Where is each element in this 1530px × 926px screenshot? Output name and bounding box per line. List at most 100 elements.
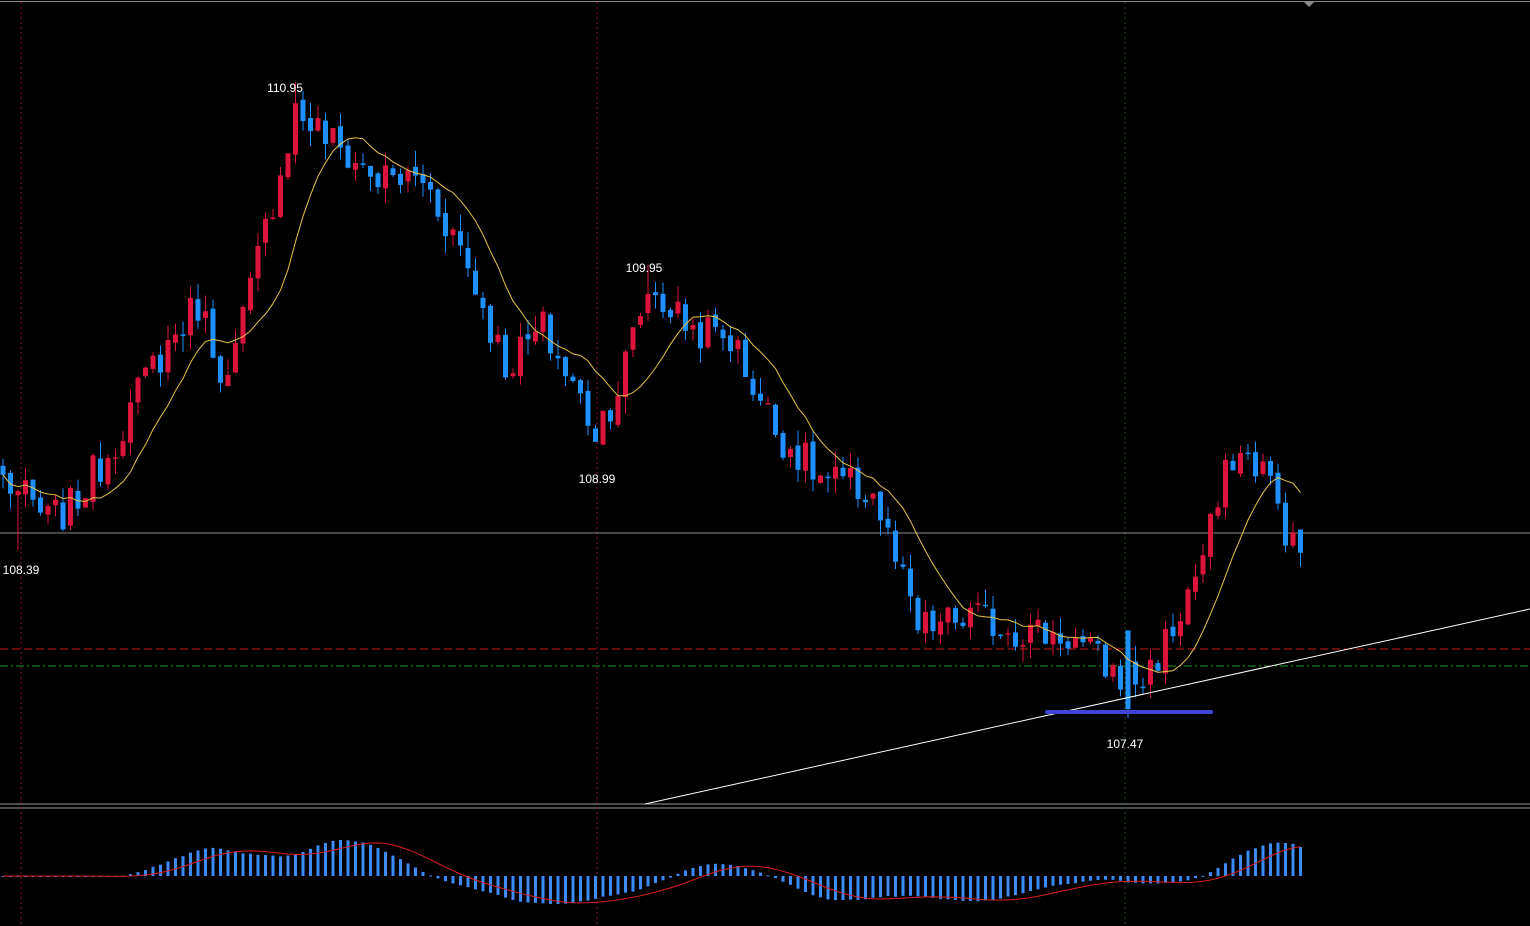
candle[interactable] xyxy=(668,307,673,324)
candle[interactable] xyxy=(510,368,516,379)
moving-average-line[interactable] xyxy=(2,137,1301,673)
candle[interactable] xyxy=(803,432,808,483)
candle[interactable] xyxy=(1050,619,1056,656)
candle[interactable] xyxy=(1170,613,1176,643)
candle[interactable] xyxy=(780,430,786,461)
candle[interactable] xyxy=(255,233,261,292)
candle[interactable] xyxy=(435,187,441,222)
candle[interactable] xyxy=(308,102,313,147)
candle[interactable] xyxy=(1193,564,1198,600)
candle[interactable] xyxy=(938,613,943,644)
candle[interactable] xyxy=(848,452,853,490)
candle[interactable] xyxy=(420,164,426,197)
candle[interactable] xyxy=(540,306,546,342)
candle[interactable] xyxy=(203,295,208,334)
candle[interactable] xyxy=(158,345,163,387)
candle[interactable] xyxy=(1178,613,1183,647)
candle[interactable] xyxy=(705,309,711,350)
candle[interactable] xyxy=(8,470,13,509)
candle[interactable] xyxy=(578,378,583,404)
candle[interactable] xyxy=(870,492,876,506)
candle[interactable] xyxy=(1290,522,1296,548)
candle[interactable] xyxy=(263,212,268,257)
candle[interactable] xyxy=(90,453,96,511)
candle[interactable] xyxy=(315,105,321,133)
candle[interactable] xyxy=(840,457,846,480)
candle[interactable] xyxy=(188,286,193,350)
candle[interactable] xyxy=(278,166,283,219)
candle[interactable] xyxy=(975,592,981,613)
candle[interactable] xyxy=(1200,543,1206,583)
candle[interactable] xyxy=(1275,463,1281,510)
candle[interactable] xyxy=(225,359,231,387)
candle[interactable] xyxy=(330,127,336,146)
candle[interactable] xyxy=(1223,453,1228,519)
candle[interactable] xyxy=(285,153,291,180)
candle[interactable] xyxy=(608,408,613,430)
candle[interactable] xyxy=(653,282,658,309)
candle[interactable] xyxy=(795,430,801,482)
trendline[interactable] xyxy=(644,608,1530,805)
candle[interactable] xyxy=(120,431,126,459)
candle[interactable] xyxy=(105,454,111,490)
candle[interactable] xyxy=(480,291,486,320)
candle[interactable] xyxy=(968,601,973,640)
candle[interactable] xyxy=(398,168,403,194)
candle[interactable] xyxy=(1268,456,1273,486)
candle[interactable] xyxy=(248,272,253,314)
candle[interactable] xyxy=(630,327,636,358)
candle[interactable] xyxy=(1125,630,1131,719)
candle[interactable] xyxy=(1110,663,1116,682)
candle[interactable] xyxy=(360,153,366,169)
candle[interactable] xyxy=(810,430,816,492)
candle[interactable] xyxy=(720,324,726,351)
candle[interactable] xyxy=(413,150,418,187)
candle[interactable] xyxy=(690,318,696,341)
candle[interactable] xyxy=(1253,441,1258,483)
candle[interactable] xyxy=(495,325,501,345)
candle[interactable] xyxy=(930,605,936,641)
candle[interactable] xyxy=(98,442,103,487)
candle[interactable] xyxy=(1185,586,1191,626)
candle[interactable] xyxy=(600,410,606,446)
candle[interactable] xyxy=(555,340,561,370)
candle[interactable] xyxy=(83,497,88,509)
candle[interactable] xyxy=(1043,620,1048,645)
candle[interactable] xyxy=(1005,628,1011,647)
candle[interactable] xyxy=(818,474,823,484)
candle[interactable] xyxy=(990,596,996,646)
candle[interactable] xyxy=(465,232,471,277)
candle[interactable] xyxy=(923,600,928,644)
candle[interactable] xyxy=(488,303,493,353)
candle[interactable] xyxy=(878,491,883,536)
candle[interactable] xyxy=(750,370,756,401)
candle[interactable] xyxy=(143,366,148,378)
candle[interactable] xyxy=(0,458,6,489)
candle[interactable] xyxy=(1155,660,1161,672)
candle[interactable] xyxy=(1260,453,1266,477)
candle[interactable] xyxy=(368,165,373,192)
candle[interactable] xyxy=(765,396,771,405)
candle[interactable] xyxy=(38,490,43,516)
candle[interactable] xyxy=(548,313,553,361)
candle[interactable] xyxy=(1118,659,1123,697)
candle[interactable] xyxy=(773,403,778,438)
candle[interactable] xyxy=(1028,613,1033,659)
candle[interactable] xyxy=(428,173,433,203)
candle[interactable] xyxy=(945,607,951,635)
candle[interactable] xyxy=(30,479,36,507)
candle[interactable] xyxy=(825,472,831,493)
candle[interactable] xyxy=(953,605,958,630)
candle[interactable] xyxy=(1095,635,1101,651)
candle[interactable] xyxy=(15,489,21,551)
candle[interactable] xyxy=(1058,618,1063,657)
candle[interactable] xyxy=(1230,454,1236,471)
candle[interactable] xyxy=(323,112,328,160)
candle[interactable] xyxy=(210,299,216,359)
candle[interactable] xyxy=(1088,632,1093,645)
candle[interactable] xyxy=(293,82,298,164)
candle[interactable] xyxy=(1020,639,1026,662)
candle[interactable] xyxy=(1283,492,1288,553)
candle[interactable] xyxy=(1013,619,1018,651)
candle[interactable] xyxy=(833,451,838,494)
